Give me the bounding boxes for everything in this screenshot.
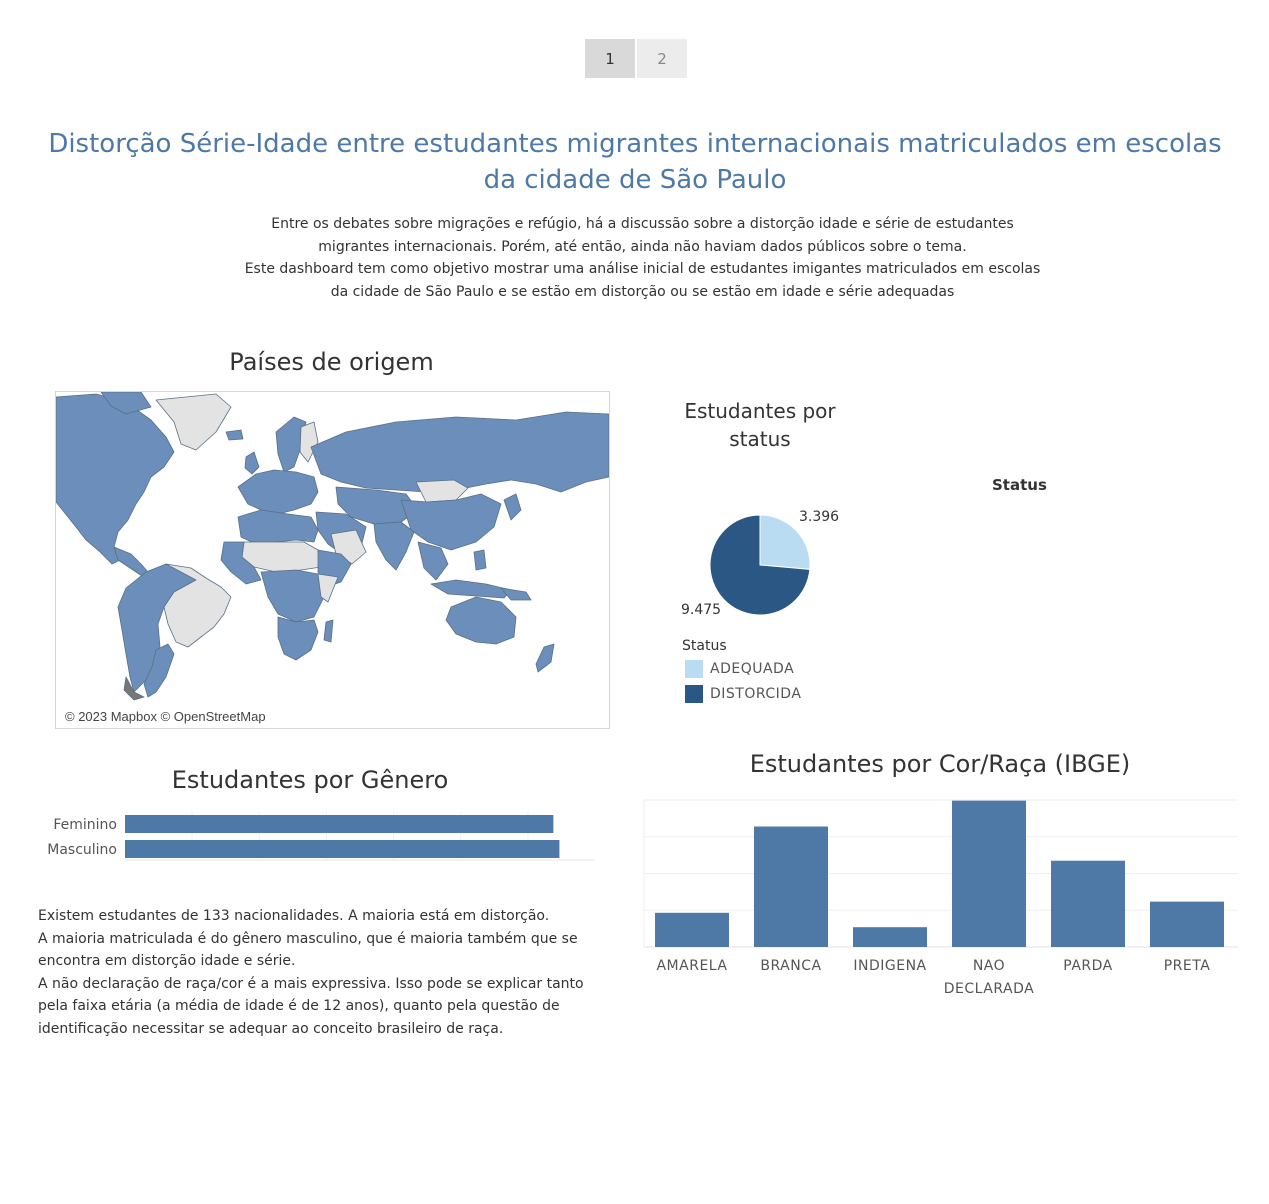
philippines [473, 549, 487, 571]
note-line: A maioria matriculada é do gênero mascul… [38, 930, 578, 970]
russia [310, 411, 609, 493]
new-zealand [535, 643, 555, 673]
map-title: Países de origem [229, 348, 434, 376]
southern-cone [143, 643, 175, 698]
pie-slice-distorcida[interactable] [709, 514, 811, 616]
china [400, 493, 502, 551]
bar-feminino[interactable] [125, 815, 554, 833]
category-label-feminino: Feminino [53, 817, 117, 833]
status-column-header: Status [992, 476, 1047, 494]
pager: 1 2 [585, 39, 687, 78]
papua [500, 587, 532, 601]
map-credit[interactable]: © 2023 Mapbox © OpenStreetMap [62, 709, 269, 724]
category-label-branca: BRANCA [760, 958, 821, 974]
note-line: Existem estudantes de 133 nacionalidades… [38, 908, 550, 924]
category-label-indigena: INDIGENA [853, 958, 926, 974]
australia [445, 596, 517, 645]
legend-item-adequada[interactable]: ADEQUADA [685, 660, 794, 678]
race-bar-chart[interactable]: AMARELA BRANCA INDIGENA NAO DECLARADA PARDA PR… [640, 795, 1240, 1005]
category-label-parda: PARDA [1063, 958, 1112, 974]
southern-africa [277, 616, 319, 661]
gender-bar-chart[interactable]: Feminino Masculino [30, 805, 610, 870]
legend-label: ADEQUADA [710, 661, 795, 677]
tierra-del-fuego [123, 676, 145, 701]
intro-text: Entre os debates sobre migrações e refúg… [200, 213, 1085, 303]
world-map[interactable]: © 2023 Mapbox © OpenStreetMap [55, 391, 610, 729]
page-2-button[interactable]: 2 [637, 39, 687, 78]
bar-parda[interactable] [1051, 860, 1125, 947]
west-africa [220, 541, 262, 585]
legend-swatch-distorcida [685, 685, 703, 703]
india [373, 521, 415, 571]
bar-branca[interactable] [754, 826, 828, 947]
category-label-masculino: Masculino [47, 842, 117, 858]
korea-japan [503, 493, 522, 521]
note-line: A não declaração de raça/cor é a mais ex… [38, 975, 584, 1037]
dashboard-title: Distorção Série-Idade entre estudantes m… [48, 129, 1222, 195]
intro-line: migrantes internacionais. Porém, até ent… [318, 238, 967, 255]
scandinavia [275, 416, 307, 473]
iceland [225, 429, 244, 441]
legend-item-distorcida[interactable]: DISTORCIDA [685, 685, 801, 703]
horn-grey [317, 573, 339, 603]
central-africa [260, 569, 325, 623]
brazil [163, 563, 232, 648]
bar-preta[interactable] [1150, 901, 1224, 947]
legend-swatch-adequada [685, 660, 703, 678]
central-america [113, 546, 149, 577]
bar-indigena[interactable] [853, 927, 927, 947]
pie-label-adequada: 3.396 [799, 509, 840, 525]
race-chart-title: Estudantes por Cor/Raça (IBGE) [749, 750, 1131, 778]
category-label-amarela: AMARELA [656, 958, 727, 974]
page-1-button[interactable]: 1 [585, 39, 635, 78]
pie-slice-adequada[interactable] [759, 514, 811, 570]
legend-label: DISTORCIDA [710, 686, 802, 702]
category-label-preta: PRETA [1164, 958, 1211, 974]
intro-line: Este dashboard tem como objetivo mostrar… [244, 261, 1041, 277]
mongolia [415, 479, 469, 503]
southeast-asia [417, 541, 449, 581]
bar-masculino[interactable] [125, 840, 560, 858]
madagascar [323, 619, 334, 643]
world-map-svg [56, 392, 609, 701]
pie-label-distorcida: 9.475 [681, 602, 722, 618]
pie-chart-title: Estudantes por status [684, 399, 836, 451]
legend-title: Status [682, 638, 727, 654]
indonesia [430, 579, 512, 599]
bar-nao-declarada[interactable] [952, 800, 1026, 947]
analysis-notes: Existem estudantes de 133 nacionalidades… [38, 905, 618, 1040]
greenland [155, 393, 232, 451]
category-label-nao-declarada: NAO DECLARADA [944, 958, 1034, 997]
western-europe [237, 469, 319, 515]
gender-chart-title: Estudantes por Gênero [171, 766, 449, 794]
bar-amarela[interactable] [655, 912, 729, 947]
intro-line: da cidade de São Paulo e se estão em dis… [330, 283, 955, 300]
uk [244, 451, 260, 475]
north-america [56, 393, 175, 565]
intro-line: Entre os debates sobre migrações e refúg… [271, 216, 1014, 232]
status-pie-chart[interactable] [700, 505, 820, 625]
north-africa [237, 509, 319, 545]
arctic-islands [100, 392, 152, 415]
